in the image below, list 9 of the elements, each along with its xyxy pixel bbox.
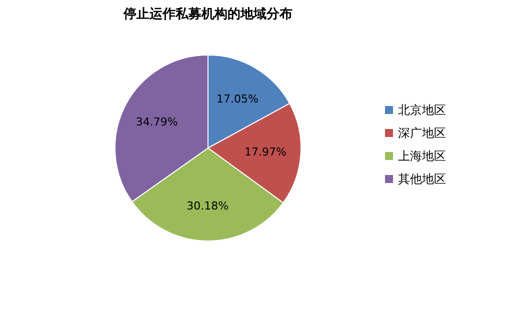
legend-label: 深广地区: [398, 126, 446, 140]
data-label: 30.18%: [186, 200, 229, 213]
data-label: 17.05%: [216, 92, 258, 106]
chart-title: 停止运作私募机构的地域分布: [122, 6, 292, 22]
legend-label: 其他地区: [398, 172, 446, 186]
data-label: 17.97%: [244, 146, 287, 159]
data-label: 34.79%: [136, 115, 178, 128]
legend-label: 北京地区: [398, 103, 446, 118]
legend-label: 上海地区: [398, 149, 446, 164]
